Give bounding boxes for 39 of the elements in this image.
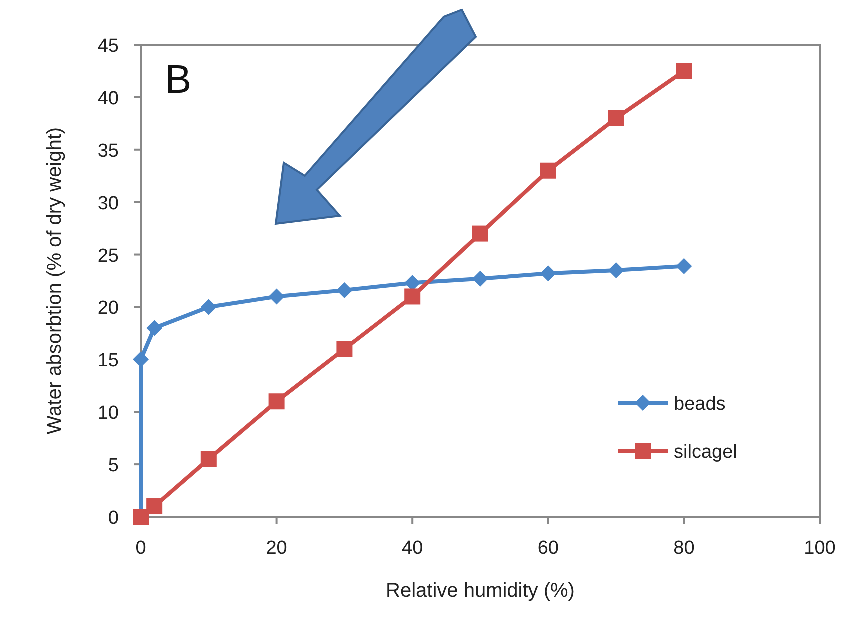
y-tick-label: 15	[98, 350, 119, 372]
x-tick-label: 100	[804, 538, 836, 559]
point	[540, 162, 556, 179]
point	[146, 320, 163, 336]
point	[404, 288, 421, 305]
x-tick-label: 20	[266, 538, 288, 559]
point	[472, 270, 488, 287]
x-tick-label: 40	[402, 538, 424, 559]
point	[472, 226, 488, 242]
x-tick-label: 60	[538, 538, 559, 559]
y-tick-label: 30	[98, 193, 119, 214]
point	[268, 288, 285, 305]
point	[268, 394, 285, 410]
x-tick-label: 80	[674, 538, 695, 559]
point	[133, 352, 149, 368]
legend-label: silcagel	[674, 442, 738, 463]
y-tick-label: 45	[98, 36, 119, 57]
y-tick-label: 40	[98, 88, 119, 110]
point	[676, 258, 692, 274]
y-tick-label: 25	[98, 246, 119, 267]
x-axis-title: Relative humidity (%)	[386, 580, 575, 602]
y-tick-label: 20	[98, 298, 119, 320]
point	[676, 63, 692, 80]
y-axis-title: Water absorbtion (% of dry weight)	[44, 127, 66, 435]
point	[540, 266, 556, 282]
point	[146, 498, 163, 515]
point	[200, 299, 217, 316]
x-tick-label: 0	[136, 538, 146, 559]
point	[200, 451, 217, 468]
point	[608, 110, 624, 126]
y-tick-label: 10	[98, 403, 119, 424]
point	[336, 282, 353, 298]
point	[608, 262, 624, 279]
legend-label: beads	[674, 394, 726, 415]
annotation: B	[165, 58, 192, 102]
point	[336, 341, 353, 358]
y-tick-label: 35	[98, 140, 119, 162]
y-tick-label: 0	[108, 508, 119, 529]
y-tick-label: 5	[108, 456, 119, 477]
